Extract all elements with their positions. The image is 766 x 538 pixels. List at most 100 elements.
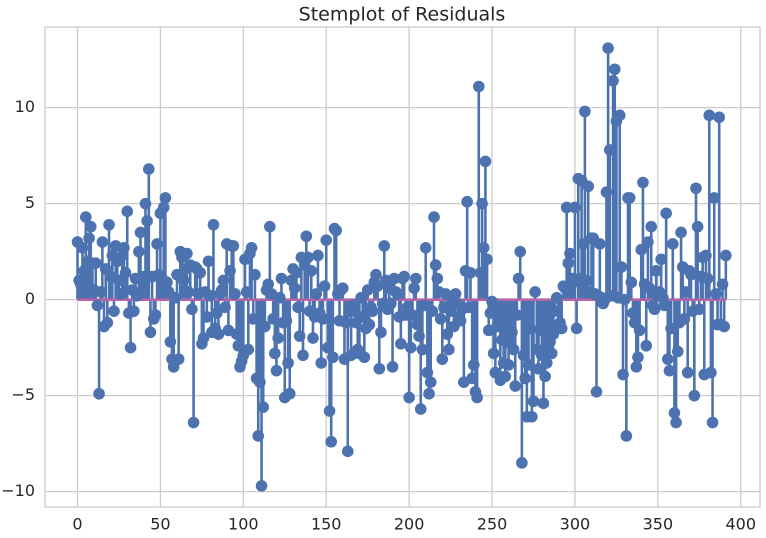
marker	[240, 286, 253, 298]
y-tick-label: −10	[1, 481, 35, 500]
x-tick-label: 250	[477, 515, 508, 534]
marker	[633, 324, 646, 337]
marker	[128, 305, 140, 317]
marker	[547, 328, 560, 341]
marker	[671, 345, 684, 358]
marker	[187, 416, 200, 429]
marker	[103, 218, 115, 231]
marker	[580, 274, 593, 287]
marker	[708, 192, 721, 204]
marker	[96, 236, 109, 248]
marker	[512, 272, 525, 285]
marker	[620, 430, 633, 442]
marker	[691, 220, 704, 233]
marker	[186, 303, 198, 316]
marker	[522, 359, 535, 371]
marker	[89, 257, 102, 269]
marker	[472, 80, 485, 93]
marker	[421, 366, 434, 379]
marker	[662, 353, 674, 365]
marker	[443, 343, 455, 356]
marker	[434, 313, 447, 325]
marker	[207, 218, 220, 231]
marker	[703, 109, 716, 122]
chart-title: Stemplot of Residuals	[299, 4, 506, 26]
marker	[141, 215, 153, 227]
marker	[627, 307, 639, 319]
marker	[608, 63, 621, 76]
marker	[366, 305, 379, 317]
marker	[532, 362, 545, 375]
marker	[582, 180, 595, 193]
marker	[247, 313, 260, 325]
marker	[701, 272, 714, 285]
marker	[149, 309, 162, 321]
marker	[517, 349, 530, 362]
marker	[449, 288, 462, 300]
marker	[273, 291, 286, 304]
marker	[411, 318, 424, 331]
marker	[272, 332, 284, 344]
marker	[317, 313, 329, 325]
marker	[283, 387, 296, 400]
marker	[640, 339, 653, 352]
marker	[680, 286, 692, 298]
marker	[144, 326, 157, 339]
marker	[297, 349, 309, 362]
y-tick-label: −5	[11, 385, 35, 404]
marker	[516, 457, 528, 469]
marker	[603, 144, 616, 156]
marker	[618, 293, 631, 306]
marker	[227, 240, 240, 252]
marker	[292, 301, 304, 314]
marker	[348, 305, 361, 317]
marker	[257, 401, 270, 413]
marker	[524, 322, 536, 335]
marker	[194, 266, 207, 279]
marker	[395, 338, 407, 350]
marker	[570, 322, 583, 335]
marker	[637, 176, 649, 189]
marker	[391, 288, 404, 300]
marker	[375, 326, 387, 339]
marker	[270, 364, 283, 377]
marker	[373, 362, 386, 375]
marker	[487, 347, 500, 360]
marker	[642, 236, 654, 248]
marker	[648, 303, 661, 316]
marker	[569, 201, 581, 214]
marker	[315, 357, 328, 369]
marker	[139, 197, 152, 210]
marker	[424, 376, 437, 389]
marker	[545, 347, 558, 360]
marker	[131, 290, 143, 302]
marker	[623, 192, 636, 204]
marker	[590, 386, 603, 398]
marker	[413, 330, 425, 342]
marker	[579, 105, 591, 118]
marker	[463, 301, 475, 314]
marker	[436, 353, 449, 365]
marker	[93, 387, 105, 400]
marker	[539, 370, 551, 383]
marker	[650, 265, 662, 277]
marker	[492, 316, 505, 329]
plot-frame	[44, 26, 761, 508]
marker	[429, 259, 442, 271]
marker	[534, 324, 546, 337]
marker	[310, 288, 323, 300]
marker	[197, 332, 210, 344]
marker	[83, 232, 95, 244]
x-tick-label: 100	[228, 515, 259, 534]
marker	[275, 272, 288, 285]
marker	[323, 405, 336, 417]
marker	[288, 282, 301, 294]
marker	[215, 284, 228, 296]
marker	[212, 328, 225, 341]
marker	[625, 276, 638, 289]
marker	[119, 266, 132, 279]
marker	[519, 372, 532, 385]
marker	[630, 361, 643, 373]
marker	[293, 330, 306, 342]
